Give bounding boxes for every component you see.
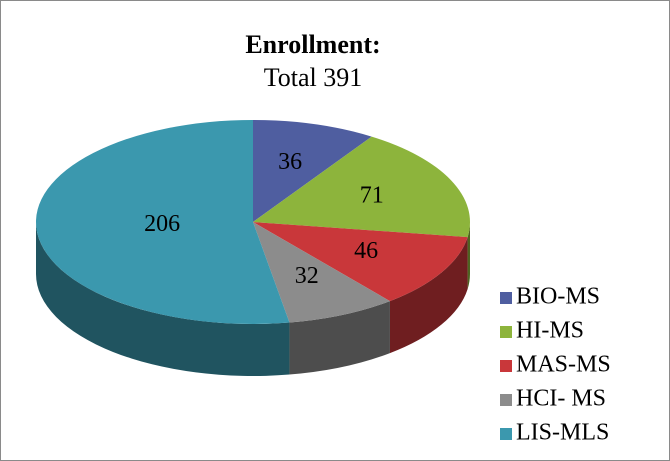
chart-subtitle: Total 391 <box>264 63 363 92</box>
legend-label: LIS-MLS <box>516 420 609 446</box>
chart-title: Enrollment: <box>245 30 380 59</box>
pie-slice <box>253 136 470 238</box>
pie-slice <box>253 120 372 222</box>
data-label: 32 <box>295 263 319 289</box>
legend-label: HCI- MS <box>516 386 606 412</box>
legend-label: MAS-MS <box>516 352 611 378</box>
data-label: 36 <box>278 149 302 175</box>
legend-swatch <box>500 428 512 440</box>
data-label: 46 <box>354 238 378 264</box>
pie-side <box>289 301 390 375</box>
pie-slice <box>36 120 290 324</box>
pie-slice <box>253 222 468 302</box>
data-label: 71 <box>360 182 384 208</box>
pie-side <box>36 222 290 377</box>
legend-swatch <box>500 326 512 338</box>
pie-side <box>389 237 468 354</box>
legend-label: HI-MS <box>516 318 584 344</box>
data-label: 206 <box>144 211 180 237</box>
pie-slice <box>253 222 390 323</box>
legend-label: BIO-MS <box>516 284 600 310</box>
legend-swatch <box>500 360 512 372</box>
pie-side <box>467 222 470 290</box>
legend-swatch <box>500 394 512 406</box>
legend-swatch <box>500 292 512 304</box>
